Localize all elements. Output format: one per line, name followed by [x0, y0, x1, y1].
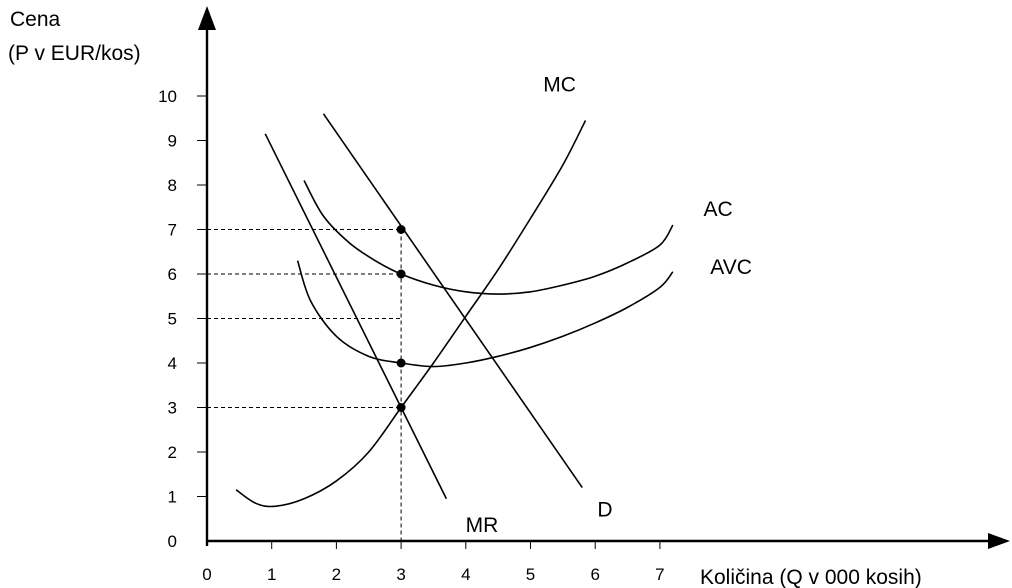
- y-tick-label-0: 0: [168, 532, 177, 551]
- y-tick-label-8: 8: [168, 176, 177, 195]
- x-tick-label-2: 2: [332, 565, 341, 584]
- y-tick-label-5: 5: [168, 310, 177, 329]
- y-tick-label-7: 7: [168, 221, 177, 240]
- x-tick-label-7: 7: [655, 565, 664, 584]
- point-3-3: [397, 403, 406, 412]
- curve-d: [323, 114, 582, 488]
- y-tick-label-2: 2: [168, 443, 177, 462]
- point-3-6: [397, 270, 406, 279]
- curve-label-mr: MR: [466, 514, 499, 537]
- curve-label-avc: AVC: [710, 256, 752, 279]
- y-tick-label-4: 4: [168, 354, 177, 373]
- x-tick-label-6: 6: [590, 565, 599, 584]
- point-3-7: [397, 225, 406, 234]
- curves: [236, 114, 673, 507]
- y-tick-label-6: 6: [168, 265, 177, 284]
- ticks: 0 1 2 3 4 5 6 7 8 9 10 0 1 2 3 4 5 6 7: [158, 87, 665, 584]
- axes: [198, 6, 1010, 549]
- curve-label-ac: AC: [704, 198, 733, 221]
- curve-label-mc: MC: [543, 74, 576, 97]
- y-tick-label-9: 9: [168, 132, 177, 151]
- y-tick-label-1: 1: [168, 488, 177, 507]
- x-tick-label-4: 4: [461, 565, 470, 584]
- guide-lines: [207, 230, 401, 542]
- point-3-4: [397, 359, 406, 368]
- x-axis-title: Količina (Q v 000 kosih): [700, 566, 922, 588]
- y-tick-label-3: 3: [168, 399, 177, 418]
- x-tick-label-3: 3: [396, 565, 405, 584]
- x-tick-label-0: 0: [202, 565, 211, 584]
- y-axis-arrow: [198, 6, 216, 30]
- y-axis-title-line-1: Cena: [10, 8, 61, 31]
- curve-label-d: D: [597, 499, 612, 522]
- curve-mr: [265, 134, 446, 499]
- curve-labels: MC AC AVC D MR: [466, 74, 752, 538]
- x-axis-arrow: [988, 533, 1010, 549]
- curve-ac: [304, 181, 673, 294]
- y-axis-title-line-2: (P v EUR/kos): [8, 42, 141, 65]
- curve-mc: [236, 120, 585, 506]
- y-tick-label-10: 10: [158, 87, 177, 106]
- x-tick-label-5: 5: [526, 565, 535, 584]
- x-tick-label-1: 1: [267, 565, 276, 584]
